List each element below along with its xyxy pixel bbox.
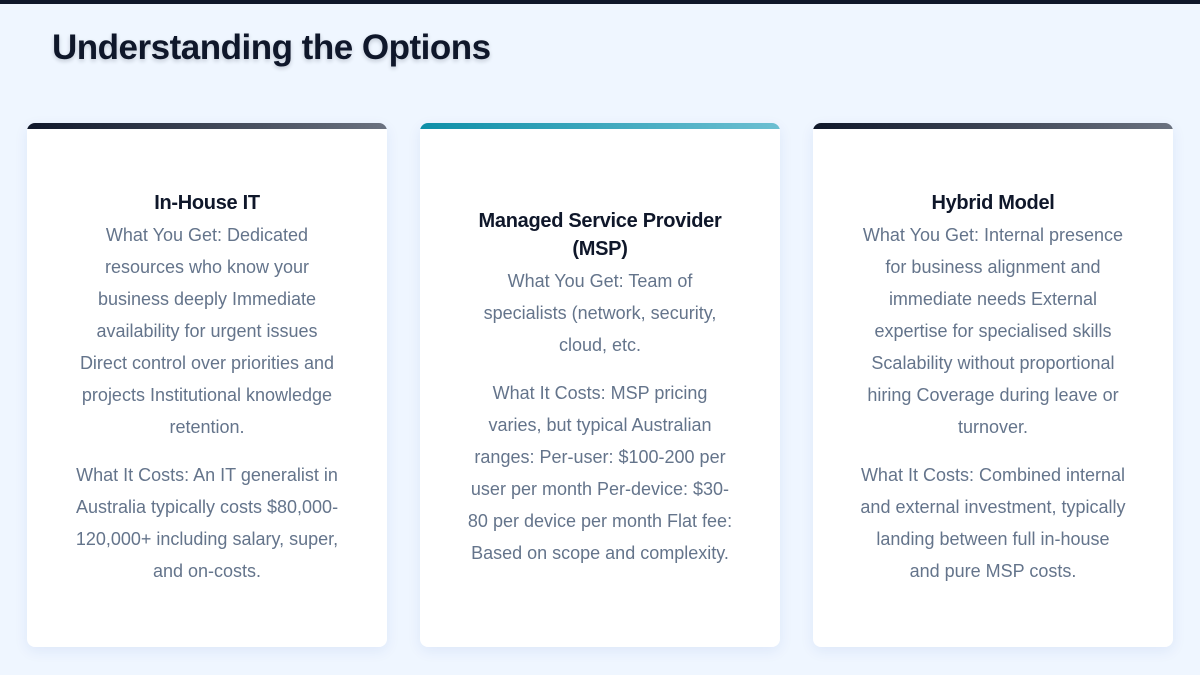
card-title: Managed Service Provider (MSP) [478,210,722,260]
card-what-you-get: What You Get: Internal presence for busi… [862,225,1124,437]
card-what-it-costs: What It Costs: Combined internal and ext… [860,465,1126,581]
page-title: Understanding the Options [52,28,491,67]
card-title: Hybrid Model [931,192,1055,214]
card-hybrid-model: Hybrid Model What You Get: Internal pres… [813,123,1173,647]
card-what-it-costs: What It Costs: An IT generalist in Austr… [75,465,339,581]
card-what-you-get: What You Get: Dedicated resources who kn… [79,225,335,437]
card-what-it-costs: What It Costs: MSP pricing varies, but t… [467,383,733,563]
card-in-house-it: In-House IT What You Get: Dedicated reso… [27,123,387,647]
card-title: In-House IT [154,192,260,214]
card-msp: Managed Service Provider (MSP) What You … [420,123,780,647]
top-bar [0,0,1200,4]
card-what-you-get: What You Get: Team of specialists (netwo… [483,271,717,355]
